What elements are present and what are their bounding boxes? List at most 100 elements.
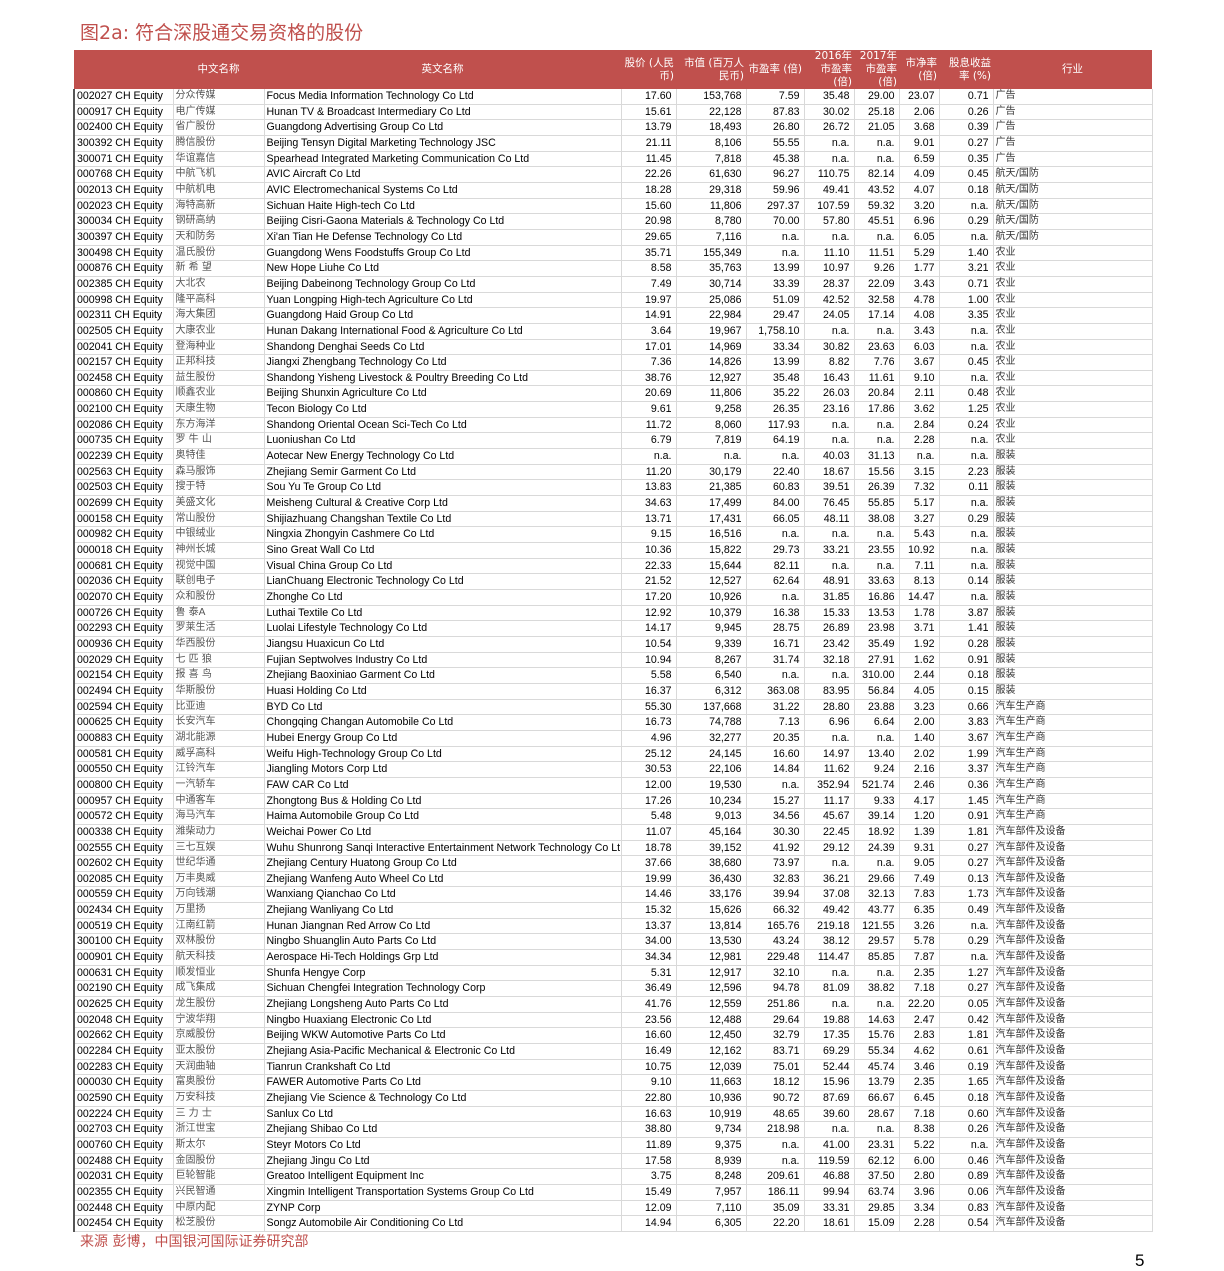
cell-price: 15.49 xyxy=(621,1184,677,1201)
table-row: 300071 CH Equity 华谊嘉信 Spearhead Integrated… xyxy=(73,151,1153,168)
table-row: 002355 CH Equity 兴民智通 Xingmin Intelligent … xyxy=(73,1184,1153,1201)
cell-pe-2016: 14.97 xyxy=(804,746,855,763)
table-row: 002555 CH Equity 三七互娱 Wuhu Shunrong Sanqi … xyxy=(73,840,1153,857)
cell-chinese-name: 航天科技 xyxy=(173,949,265,966)
cell-pb: 6.96 xyxy=(899,213,940,230)
cell-pe-2017: 35.49 xyxy=(854,636,900,653)
cell-pb: 23.07 xyxy=(899,89,940,105)
cell-english-name: Beijing Dabeinong Technology Group Co Lt… xyxy=(264,276,622,293)
cell-ticker: 000957 CH Equity xyxy=(73,793,174,810)
cell-pe: 35.09 xyxy=(746,1200,805,1217)
cell-dividend-yield: n.a. xyxy=(939,589,994,606)
cell-market-cap: 18,493 xyxy=(676,119,747,136)
cell-pb: 3.34 xyxy=(899,1200,940,1217)
page-number: 5 xyxy=(1135,1251,1145,1270)
cell-industry: 汽车部件及设备 xyxy=(993,1090,1153,1107)
cell-industry: 汽车生产商 xyxy=(993,730,1153,747)
cell-dividend-yield: n.a. xyxy=(939,1137,994,1154)
cell-english-name: ZYNP Corp xyxy=(264,1200,622,1217)
cell-price: 12.92 xyxy=(621,605,677,622)
cell-pe-2016: 11.10 xyxy=(804,245,855,262)
cell-pb: 3.71 xyxy=(899,620,940,637)
cell-chinese-name: 江铃汽车 xyxy=(173,761,265,778)
cell-pe-2016: n.a. xyxy=(804,229,855,246)
table-row: 002283 CH Equity 天润曲轴 Tianrun Crankshaft C… xyxy=(73,1059,1153,1076)
cell-ticker: 300034 CH Equity xyxy=(73,213,174,230)
cell-ticker: 002029 CH Equity xyxy=(73,652,174,669)
cell-industry: 广告 xyxy=(993,89,1153,105)
cell-pe-2016: n.a. xyxy=(804,667,855,684)
cell-industry: 服装 xyxy=(993,511,1153,528)
cell-pe-2016: n.a. xyxy=(804,526,855,544)
cell-dividend-yield: 0.06 xyxy=(939,1184,994,1201)
cell-industry: 汽车部件及设备 xyxy=(993,871,1153,888)
cell-pe: 82.11 xyxy=(746,558,805,575)
cell-price: 15.32 xyxy=(621,902,677,919)
cell-pe: 29.64 xyxy=(746,1012,805,1029)
cell-pe-2017: 27.91 xyxy=(854,652,900,669)
cell-dividend-yield: 1.99 xyxy=(939,746,994,763)
cell-pe-2016: 110.75 xyxy=(804,166,855,183)
cell-dividend-yield: 3.67 xyxy=(939,730,994,747)
cell-price: 5.31 xyxy=(621,965,677,982)
cell-chinese-name: 电广传媒 xyxy=(173,104,265,121)
cell-market-cap: 10,919 xyxy=(676,1106,747,1123)
cell-market-cap: 38,680 xyxy=(676,855,747,872)
cell-industry: 服装 xyxy=(993,573,1153,590)
cell-pe-2017: n.a. xyxy=(854,417,900,434)
cell-pe-2016: 10.97 xyxy=(804,260,855,277)
cell-price: 14.91 xyxy=(621,307,677,324)
cell-pe-2016: 28.37 xyxy=(804,276,855,293)
cell-pb: 7.87 xyxy=(899,949,940,966)
cell-market-cap: 10,936 xyxy=(676,1090,747,1107)
cell-pb: 8.38 xyxy=(899,1121,940,1138)
cell-english-name: Zhejiang Asia-Pacific Mechanical & Elect… xyxy=(264,1043,622,1060)
cell-pe: n.a. xyxy=(746,589,805,606)
cell-english-name: Spearhead Integrated Marketing Communica… xyxy=(264,151,622,168)
cell-pe-2017: 45.74 xyxy=(854,1059,900,1076)
table-row: 002013 CH Equity 中航机电 AVIC Electromechanic… xyxy=(73,182,1153,199)
cell-industry: 农业 xyxy=(993,354,1153,371)
cell-pe: 66.05 xyxy=(746,511,805,528)
cell-industry: 汽车部件及设备 xyxy=(993,886,1153,904)
cell-ticker: 002454 CH Equity xyxy=(73,1215,174,1232)
cell-market-cap: 21,385 xyxy=(676,479,747,497)
cell-dividend-yield: 0.19 xyxy=(939,1059,994,1076)
cell-market-cap: 12,488 xyxy=(676,1012,747,1029)
table-row: 002239 CH Equity 奥特佳 Aotecar New Energy Te… xyxy=(73,448,1153,465)
header-col-ticker xyxy=(74,50,173,89)
table-row: 000726 CH Equity 鲁 泰A Luthai Textile Co Lt… xyxy=(73,605,1153,622)
cell-dividend-yield: 0.61 xyxy=(939,1043,994,1060)
cell-price: 11.45 xyxy=(621,151,677,168)
cell-english-name: Luoniushan Co Ltd xyxy=(264,432,622,450)
cell-price: 17.60 xyxy=(621,89,677,105)
cell-industry: 汽车部件及设备 xyxy=(993,996,1153,1013)
cell-market-cap: 12,596 xyxy=(676,980,747,998)
cell-chinese-name: 万向钱潮 xyxy=(173,886,265,904)
cell-industry: 农业 xyxy=(993,370,1153,387)
table-row: 002400 CH Equity 省广股份 Guangdong Advertisin… xyxy=(73,119,1153,136)
cell-chinese-name: 富奥股份 xyxy=(173,1074,265,1091)
cell-industry: 服装 xyxy=(993,479,1153,497)
cell-pb: 3.96 xyxy=(899,1184,940,1201)
table-row: 002031 CH Equity 巨轮智能 Greatoo Intelligent … xyxy=(73,1168,1153,1185)
cell-industry: 汽车生产商 xyxy=(993,793,1153,810)
cell-pe-2016: 30.82 xyxy=(804,339,855,356)
cell-price: 19.97 xyxy=(621,292,677,309)
cell-dividend-yield: 0.27 xyxy=(939,840,994,857)
cell-pb: 6.03 xyxy=(899,339,940,356)
cell-market-cap: 22,106 xyxy=(676,761,747,778)
cell-chinese-name: 海马汽车 xyxy=(173,808,265,825)
cell-dividend-yield: 0.46 xyxy=(939,1153,994,1170)
cell-market-cap: 8,248 xyxy=(676,1168,747,1185)
cell-pe-2017: 25.18 xyxy=(854,104,900,121)
cell-pe: 48.65 xyxy=(746,1106,805,1123)
cell-chinese-name: 腾信股份 xyxy=(173,135,265,152)
cell-chinese-name: 罗 牛 山 xyxy=(173,432,265,450)
cell-dividend-yield: 1.00 xyxy=(939,292,994,309)
cell-ticker: 000338 CH Equity xyxy=(73,824,174,841)
cell-pb: 10.92 xyxy=(899,542,940,559)
cell-dividend-yield: n.a. xyxy=(939,432,994,450)
cell-industry: 汽车部件及设备 xyxy=(993,933,1153,951)
cell-pe-2017: n.a. xyxy=(854,432,900,450)
